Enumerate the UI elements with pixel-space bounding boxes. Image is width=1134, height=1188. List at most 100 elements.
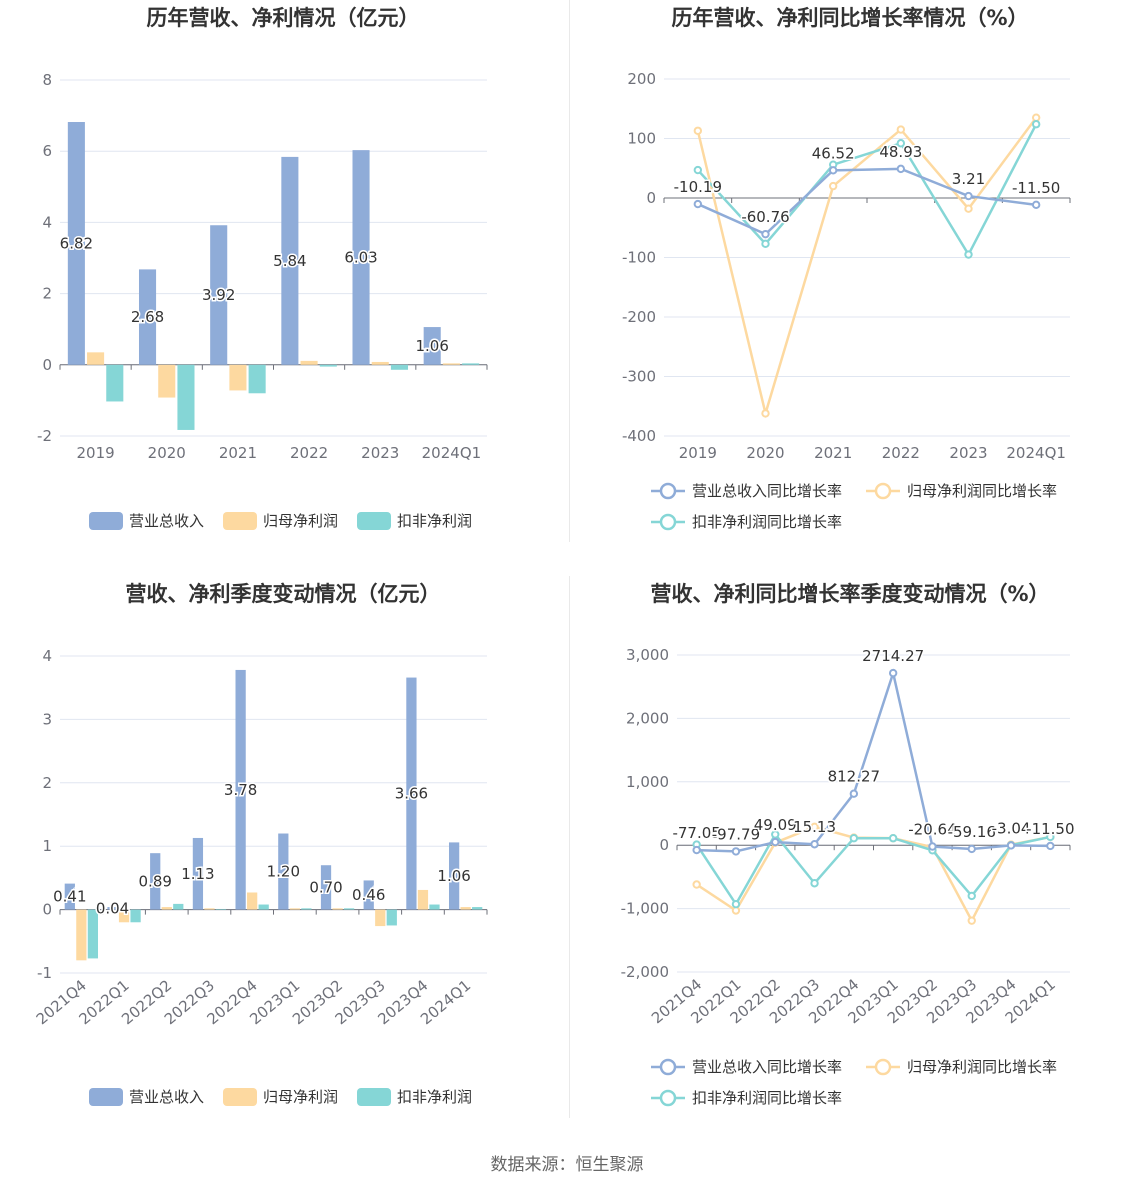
bar [235, 669, 246, 910]
y-tick-label: -100 [622, 249, 656, 267]
bar [210, 225, 228, 365]
y-tick-label: 1 [42, 837, 52, 855]
data-label: 3.21 [952, 170, 985, 188]
bar [460, 907, 471, 910]
data-point [761, 229, 770, 239]
y-tick-label: 4 [42, 213, 52, 231]
legend-label: 扣非净利润 [397, 1088, 472, 1106]
bar [352, 150, 370, 365]
legend-marker [874, 482, 892, 500]
bar [173, 903, 184, 910]
annual-growth-chart: 历年营收、净利同比增长率情况（%） -400 -300 -200 -100 0 100 200… [622, 6, 1071, 531]
y-tick-label: -1,000 [621, 900, 669, 918]
data-label: 6.82 [60, 234, 93, 252]
data-point [771, 830, 780, 839]
data-label: 48.93 [879, 143, 922, 161]
data-point [731, 847, 741, 856]
legend-item: 归母净利润同比增长率 [866, 1058, 1057, 1076]
bar [158, 364, 176, 398]
y-tick-label: 100 [627, 130, 656, 148]
bar [204, 908, 215, 910]
data-point [692, 845, 701, 855]
legend-marker [659, 482, 677, 500]
x-tick-label: 2023 [361, 444, 399, 462]
x-tick-label: 2020 [148, 444, 186, 462]
y-tick-label: 3 [42, 710, 52, 728]
data-label: 3.78 [224, 781, 257, 799]
data-label: 15.13 [793, 818, 836, 836]
data-label: 0.41 [53, 888, 86, 906]
bar [87, 352, 105, 365]
legend-swatch [357, 512, 391, 530]
bar [215, 908, 227, 910]
data-label: 5.84 [273, 252, 306, 270]
legend-item: 营业总收入 [89, 512, 204, 530]
bar [76, 909, 87, 961]
x-tick-label: 2022 [290, 444, 328, 462]
bar [429, 904, 440, 910]
data-point [964, 250, 973, 259]
legend-label: 归母净利润 [263, 1088, 338, 1106]
data-label: 2.68 [131, 308, 164, 326]
data-point [967, 844, 976, 854]
bar [192, 837, 204, 910]
data-point [692, 880, 701, 889]
data-point [1046, 832, 1055, 842]
bar [247, 892, 258, 910]
data-point [1046, 841, 1055, 851]
bar [472, 907, 483, 910]
annual-amounts-chart: 历年营收、净利情况（亿元） -2 0 2 4 6 8 2019 2020 2021 2022 2023… [37, 6, 488, 530]
bar [343, 908, 355, 910]
data-point [761, 239, 770, 249]
data-label: 46.52 [812, 144, 855, 162]
data-label: -3.04 [992, 819, 1031, 837]
data-label: 3.66 [395, 785, 428, 803]
data-label: -11.50 [1012, 179, 1060, 197]
bar [406, 677, 417, 910]
bar [67, 122, 85, 365]
x-tick-label: 2023 [949, 444, 987, 462]
y-tick-label: 0 [659, 836, 669, 854]
bar [107, 907, 118, 910]
quarterly-amounts-panel: 营收、净利季度变动情况（亿元） -1 0 1 2 3 4 2021Q4 2022Q1 2022Q2… [0, 576, 567, 1152]
data-label: 812.27 [828, 768, 881, 786]
data-point [849, 789, 859, 798]
x-tick-label: 2021 [219, 444, 257, 462]
x-tick-label: 2024Q1 [422, 444, 482, 462]
y-tick-label: 0 [646, 189, 656, 207]
legend-item: 归母净利润同比增长率 [866, 482, 1057, 500]
data-point [828, 166, 838, 175]
bar [64, 883, 75, 910]
data-label: -77.05 [672, 824, 720, 842]
series-line [695, 832, 1051, 907]
legend-label: 营业总收入同比增长率 [692, 1058, 842, 1076]
bar [390, 364, 409, 370]
legend-item: 营业总收入同比增长率 [651, 1058, 842, 1076]
bar [332, 908, 343, 910]
y-tick-label: 0 [42, 356, 52, 374]
series-line [696, 668, 1051, 853]
data-point [810, 840, 819, 849]
data-point [731, 899, 741, 909]
data-point [888, 834, 898, 843]
data-label: 0.46 [352, 886, 385, 904]
bar [161, 907, 172, 910]
data-point [693, 126, 703, 135]
bar [371, 361, 389, 365]
bar [281, 156, 299, 365]
quarterly-growth-panel: 营收、净利同比增长率季度变动情况（%） -2,000 -1,000 0 1,000 2,0… [567, 576, 1134, 1152]
data-label: 0.04 [96, 899, 129, 917]
chart-title: 营收、净利同比增长率季度变动情况（%） [650, 582, 1049, 606]
bar [363, 880, 374, 910]
legend-item: 扣非净利润同比增长率 [651, 1089, 842, 1107]
data-point [761, 409, 770, 418]
legend-label: 营业总收入 [129, 1088, 204, 1106]
x-tick-label: 2021 [814, 444, 852, 462]
y-tick-label: 4 [42, 647, 52, 665]
vertical-divider-top [569, 0, 570, 542]
annual-growth-panel: 历年营收、净利同比增长率情况（%） -400 -300 -200 -100 0 100 200… [567, 0, 1134, 576]
bar [106, 364, 124, 402]
y-tick-label: -2 [37, 427, 52, 445]
data-point [1031, 120, 1041, 129]
y-tick-label: 2 [42, 285, 52, 303]
